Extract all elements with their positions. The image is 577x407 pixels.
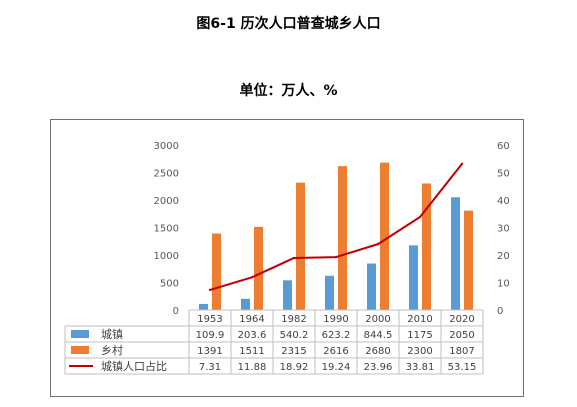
bar-urban: [283, 280, 292, 310]
y-left-tick-label: 2000: [154, 196, 179, 207]
figure-title: 图6-1 历次人口普查城乡人口: [196, 16, 381, 32]
chart-frame: 0 500 1000 1500 2000 2500 3000 0 10 20 30 40 50 60 195…: [50, 119, 524, 397]
legend-label: 城镇人口占比: [101, 359, 167, 373]
table-value: 2050: [449, 330, 474, 341]
table-value: 540.2: [280, 330, 309, 341]
table-value: 109.9: [196, 330, 225, 341]
y-left-tick-label: 2500: [154, 169, 179, 180]
point-urban-ratio: [418, 215, 422, 219]
legend-key-rural: [71, 346, 89, 354]
unit-label: 单位：万人、%: [239, 83, 338, 99]
table-value: 623.2: [322, 330, 351, 341]
x-category-label: 1964: [239, 314, 264, 325]
y-left-tick-label: 3000: [154, 141, 179, 152]
table-value: 844.5: [364, 330, 393, 341]
y-right-tick-label: 60: [497, 141, 510, 152]
y-right-tick-label: 50: [497, 169, 510, 180]
legend-label: 城镇: [101, 327, 123, 341]
x-category-label: 1982: [281, 314, 306, 325]
bar-urban: [367, 263, 376, 310]
table-value: 2616: [323, 346, 348, 357]
bar-urban: [199, 303, 208, 310]
table-value: 1391: [197, 346, 222, 357]
table-value: 18.92: [280, 362, 309, 373]
point-urban-ratio: [208, 288, 212, 292]
x-category-label: 2010: [407, 314, 432, 325]
legend-key-urban: [71, 330, 89, 338]
bar-rural: [464, 210, 473, 310]
y-left-tick-label: 1000: [154, 251, 179, 262]
bar-urban: [409, 245, 418, 310]
table-value: 19.24: [322, 362, 351, 373]
bar-rural: [212, 233, 221, 310]
table-value: 23.96: [364, 362, 393, 373]
y-right-tick-label: 40: [497, 196, 510, 207]
bar-rural: [338, 166, 347, 310]
y-left-tick-label: 0: [173, 306, 179, 317]
bar-urban: [451, 197, 460, 310]
legend-label: 乡村: [101, 343, 123, 357]
y-right-tick-label: 30: [497, 224, 510, 235]
table-value: 2680: [365, 346, 390, 357]
y-left-tick-label: 1500: [154, 224, 179, 235]
point-urban-ratio: [292, 256, 296, 260]
table-value: 2300: [407, 346, 432, 357]
bar-rural: [254, 226, 263, 310]
table-value: 53.15: [448, 362, 477, 373]
y-right-tick-label: 20: [497, 251, 510, 262]
point-urban-ratio: [334, 255, 338, 259]
point-urban-ratio: [250, 276, 254, 279]
bar-rural: [380, 162, 389, 310]
bar-urban: [325, 275, 334, 310]
table-value: 33.81: [406, 362, 435, 373]
combo-chart: 0 500 1000 1500 2000 2500 3000 0 10 20 30 40 50 60 195…: [64, 141, 510, 375]
bar-rural: [296, 182, 305, 310]
point-urban-ratio: [376, 242, 380, 246]
point-urban-ratio: [460, 162, 464, 166]
x-category-label: 2020: [449, 314, 474, 325]
table-value: 203.6: [238, 330, 267, 341]
table-value: 11.88: [238, 362, 267, 373]
bar-urban: [241, 298, 250, 310]
table-value: 2315: [281, 346, 306, 357]
x-category-label: 2000: [365, 314, 390, 325]
x-category-label: 1953: [197, 314, 222, 325]
x-category-label: 1990: [323, 314, 348, 325]
table-value: 1511: [239, 346, 264, 357]
table-value: 1807: [449, 346, 474, 357]
y-left-tick-label: 500: [160, 279, 179, 290]
y-right-tick-label: 0: [497, 306, 503, 317]
table-value: 7.31: [199, 362, 221, 373]
table-value: 1175: [407, 330, 432, 341]
y-right-tick-label: 10: [497, 279, 510, 290]
bar-rural: [422, 183, 431, 310]
